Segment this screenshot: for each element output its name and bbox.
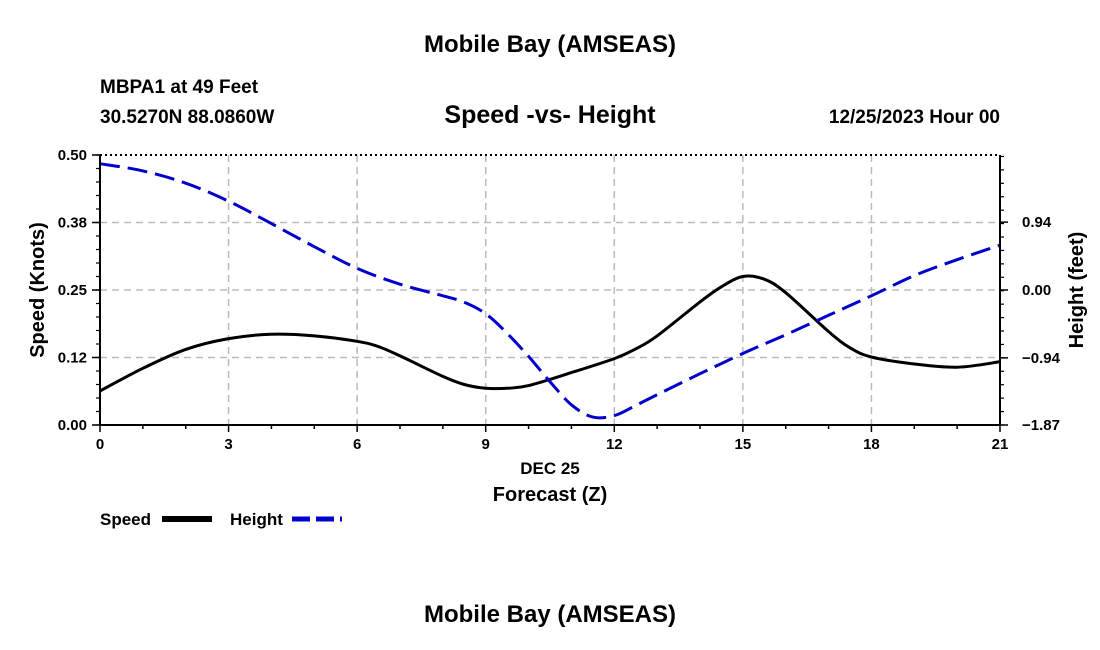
y2-tick-label: 0.00 (1022, 282, 1051, 299)
x-tick-label: 0 (96, 436, 104, 453)
legend-label-speed: Speed (100, 510, 151, 529)
footer-title: Mobile Bay (AMSEAS) (423, 601, 677, 628)
y-tick-label: 0.25 (58, 282, 87, 299)
station-label: MBPA1 at 49 Feet (100, 77, 259, 98)
x-tick-label: 9 (482, 436, 490, 453)
y2-tick-label: −0.94 (1022, 350, 1061, 367)
y2-tick-label: 0.94 (1022, 214, 1052, 231)
station-coordinates: 30.5270N 88.0860W (100, 107, 275, 128)
x-tick-label: 3 (224, 436, 232, 453)
axis-ticks (92, 154, 1008, 432)
legend-label-height: Height (230, 510, 283, 529)
chart-title: Speed -vs- Height (444, 101, 656, 129)
x-tick-label: 6 (353, 436, 361, 453)
x-axis-title: Forecast (Z) (493, 484, 607, 506)
series-line-height (99, 162, 1001, 420)
page-title: Mobile Bay (AMSEAS) (423, 31, 677, 58)
x-tick-label: 18 (863, 436, 880, 453)
x-tick-label: 21 (992, 436, 1009, 453)
y-tick-label: 0.00 (58, 417, 87, 434)
y-axis-title-right: Height (feet) (1066, 232, 1088, 349)
forecast-datetime: 12/25/2023 Hour 00 (828, 107, 1000, 128)
y-axis-title-left: Speed (Knots) (27, 222, 49, 358)
x-tick-label: 15 (735, 436, 752, 453)
series-line-speed (99, 274, 1001, 393)
x-tick-label: 12 (606, 436, 623, 453)
x-axis-sublabel: DEC 25 (520, 459, 580, 478)
y-tick-label: 0.50 (58, 147, 87, 164)
y-tick-label: 0.12 (58, 350, 87, 367)
series-lines (99, 162, 1001, 420)
grid-lines (100, 155, 1000, 425)
axis-labels: 0 3 6 9 12 15 18 21 0.00 0.12 0.25 0.38 0.50 −1.87 −0.… (58, 147, 1061, 453)
y2-tick-label: −1.87 (1022, 417, 1060, 434)
legend: Speed Height (100, 510, 342, 529)
y-tick-label: 0.38 (58, 215, 87, 232)
